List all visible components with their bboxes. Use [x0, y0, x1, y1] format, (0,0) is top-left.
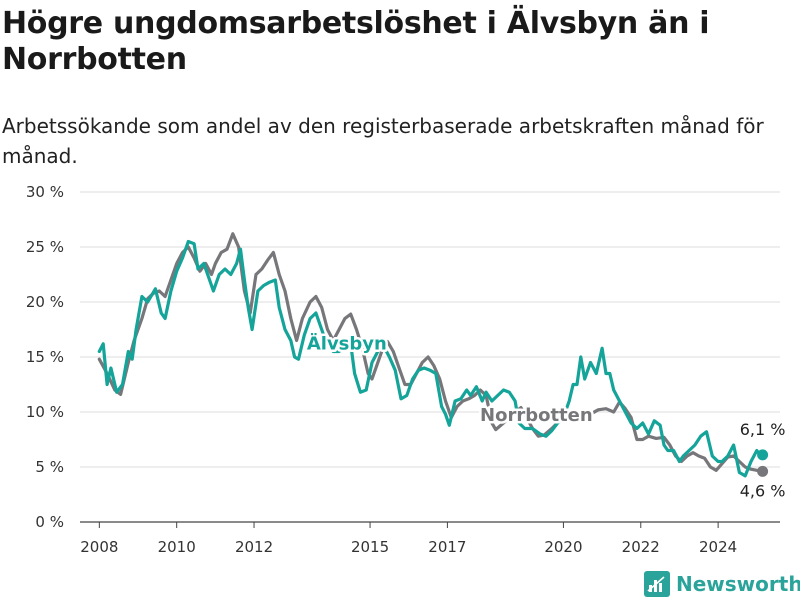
series-name-label-alvsbyn: Älvsbyn [307, 332, 387, 354]
series-lines [97, 232, 769, 478]
y-tick-label: 0 % [35, 513, 64, 531]
x-tick-label: 2017 [428, 538, 466, 556]
series-end-point-alvsbyn [757, 449, 769, 461]
y-tick-label: 10 % [26, 403, 64, 421]
gridlines [80, 191, 780, 468]
chart-title: Högre ungdomsarbetslöshet i Älvsbyn än i… [2, 6, 710, 77]
end-label-norrbotten: 4,6 % [740, 481, 786, 500]
line-chart: 0 % 5 % 10 % 15 % 20 % 25 % 30 % 2008 2010 2012 20… [26, 183, 786, 556]
brand-name: Newsworthy [676, 572, 800, 596]
series-line-älvsbyn [97, 239, 765, 478]
x-tick-label: 2022 [622, 538, 660, 556]
end-label-alvsbyn: 6,1 % [740, 420, 786, 439]
x-tick-label: 2020 [544, 538, 582, 556]
x-tick-label: 2024 [699, 538, 737, 556]
newsworthy-logo-icon [644, 571, 670, 597]
y-tick-label: 5 % [35, 458, 64, 476]
x-tick-label: 2015 [351, 538, 389, 556]
series-labels: 4,6 % 6,1 % Älvsbyn Norrbotten [304, 330, 786, 501]
series-line-norrbotten [97, 232, 765, 473]
chart-subtitle: Arbetssökande som andel av den registerb… [2, 114, 764, 168]
y-tick-label: 30 % [26, 183, 64, 201]
x-tick-label: 2012 [235, 538, 273, 556]
y-tick-label: 20 % [26, 293, 64, 311]
series-end-point-norrbotten [757, 465, 769, 477]
x-tick-label: 2008 [80, 538, 118, 556]
series-name-label-norrbotten: Norrbotten [480, 405, 593, 426]
axes: 0 % 5 % 10 % 15 % 20 % 25 % 30 % 2008 2010 2012 20… [26, 183, 780, 556]
y-tick-label: 15 % [26, 348, 64, 366]
brand-logo: Newsworthy [644, 568, 800, 600]
y-tick-label: 25 % [26, 238, 64, 256]
x-tick-label: 2010 [158, 538, 196, 556]
